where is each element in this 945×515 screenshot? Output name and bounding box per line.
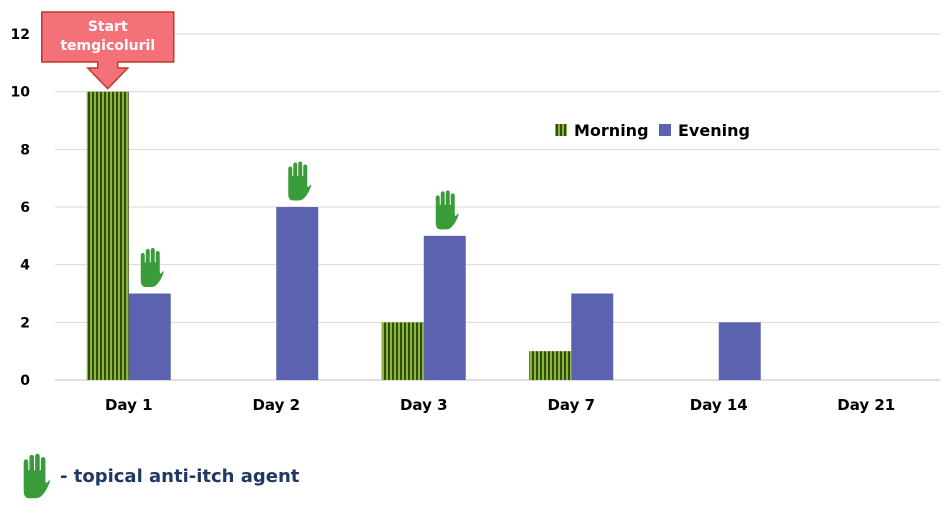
green-hand-icon bbox=[288, 161, 312, 201]
x-axis: Day 1 Day 2 Day 3 Day 7 Day 14 Day 21 bbox=[105, 396, 895, 414]
y-tick-label: 10 bbox=[11, 85, 31, 101]
bar-evening-day-2 bbox=[276, 207, 319, 380]
callout-arrow-shape bbox=[41, 11, 175, 90]
gridlines bbox=[55, 33, 940, 381]
legend-label-evening: Evening bbox=[678, 121, 750, 140]
footnote-text: - topical anti-itch agent bbox=[60, 466, 300, 487]
bar-evening-day-7 bbox=[571, 293, 614, 380]
bar-evening-day-14 bbox=[718, 322, 761, 380]
callout-line-drug: temgicoluril bbox=[60, 38, 155, 54]
green-hand-icon bbox=[23, 453, 50, 499]
bars bbox=[86, 91, 761, 381]
x-tick-label-day-7: Day 7 bbox=[547, 396, 595, 414]
callout-line-start: Start bbox=[88, 19, 128, 35]
green-hand-icon bbox=[435, 190, 459, 230]
footnote: - topical anti-itch agent bbox=[23, 453, 300, 499]
y-tick-label: 2 bbox=[20, 315, 30, 331]
y-tick-label: 8 bbox=[20, 142, 30, 158]
y-axis: 0 2 4 6 8 10 12 bbox=[11, 27, 31, 389]
bar-evening-day-3 bbox=[423, 235, 466, 380]
x-tick-label-day-1: Day 1 bbox=[105, 396, 153, 414]
x-tick-label-day-21: Day 21 bbox=[837, 396, 895, 414]
x-tick-label-day-14: Day 14 bbox=[690, 396, 748, 414]
legend-swatch-morning bbox=[555, 124, 567, 136]
bar-morning-day-3 bbox=[381, 322, 424, 380]
y-tick-label: 0 bbox=[20, 373, 30, 389]
x-tick-label-day-2: Day 2 bbox=[252, 396, 300, 414]
x-tick-label-day-3: Day 3 bbox=[400, 396, 448, 414]
green-hand-icon bbox=[140, 248, 164, 287]
y-tick-label: 12 bbox=[11, 27, 30, 43]
bar-morning-day-7 bbox=[529, 351, 572, 380]
bar-morning-day-1 bbox=[86, 91, 129, 381]
legend: Morning Evening bbox=[555, 121, 750, 140]
y-tick-label: 4 bbox=[20, 258, 30, 274]
start-callout: Start temgicoluril bbox=[41, 11, 175, 90]
legend-label-morning: Morning bbox=[574, 121, 649, 140]
y-tick-label: 6 bbox=[20, 200, 30, 216]
bar-evening-day-1 bbox=[128, 293, 171, 380]
legend-swatch-evening bbox=[659, 124, 671, 136]
